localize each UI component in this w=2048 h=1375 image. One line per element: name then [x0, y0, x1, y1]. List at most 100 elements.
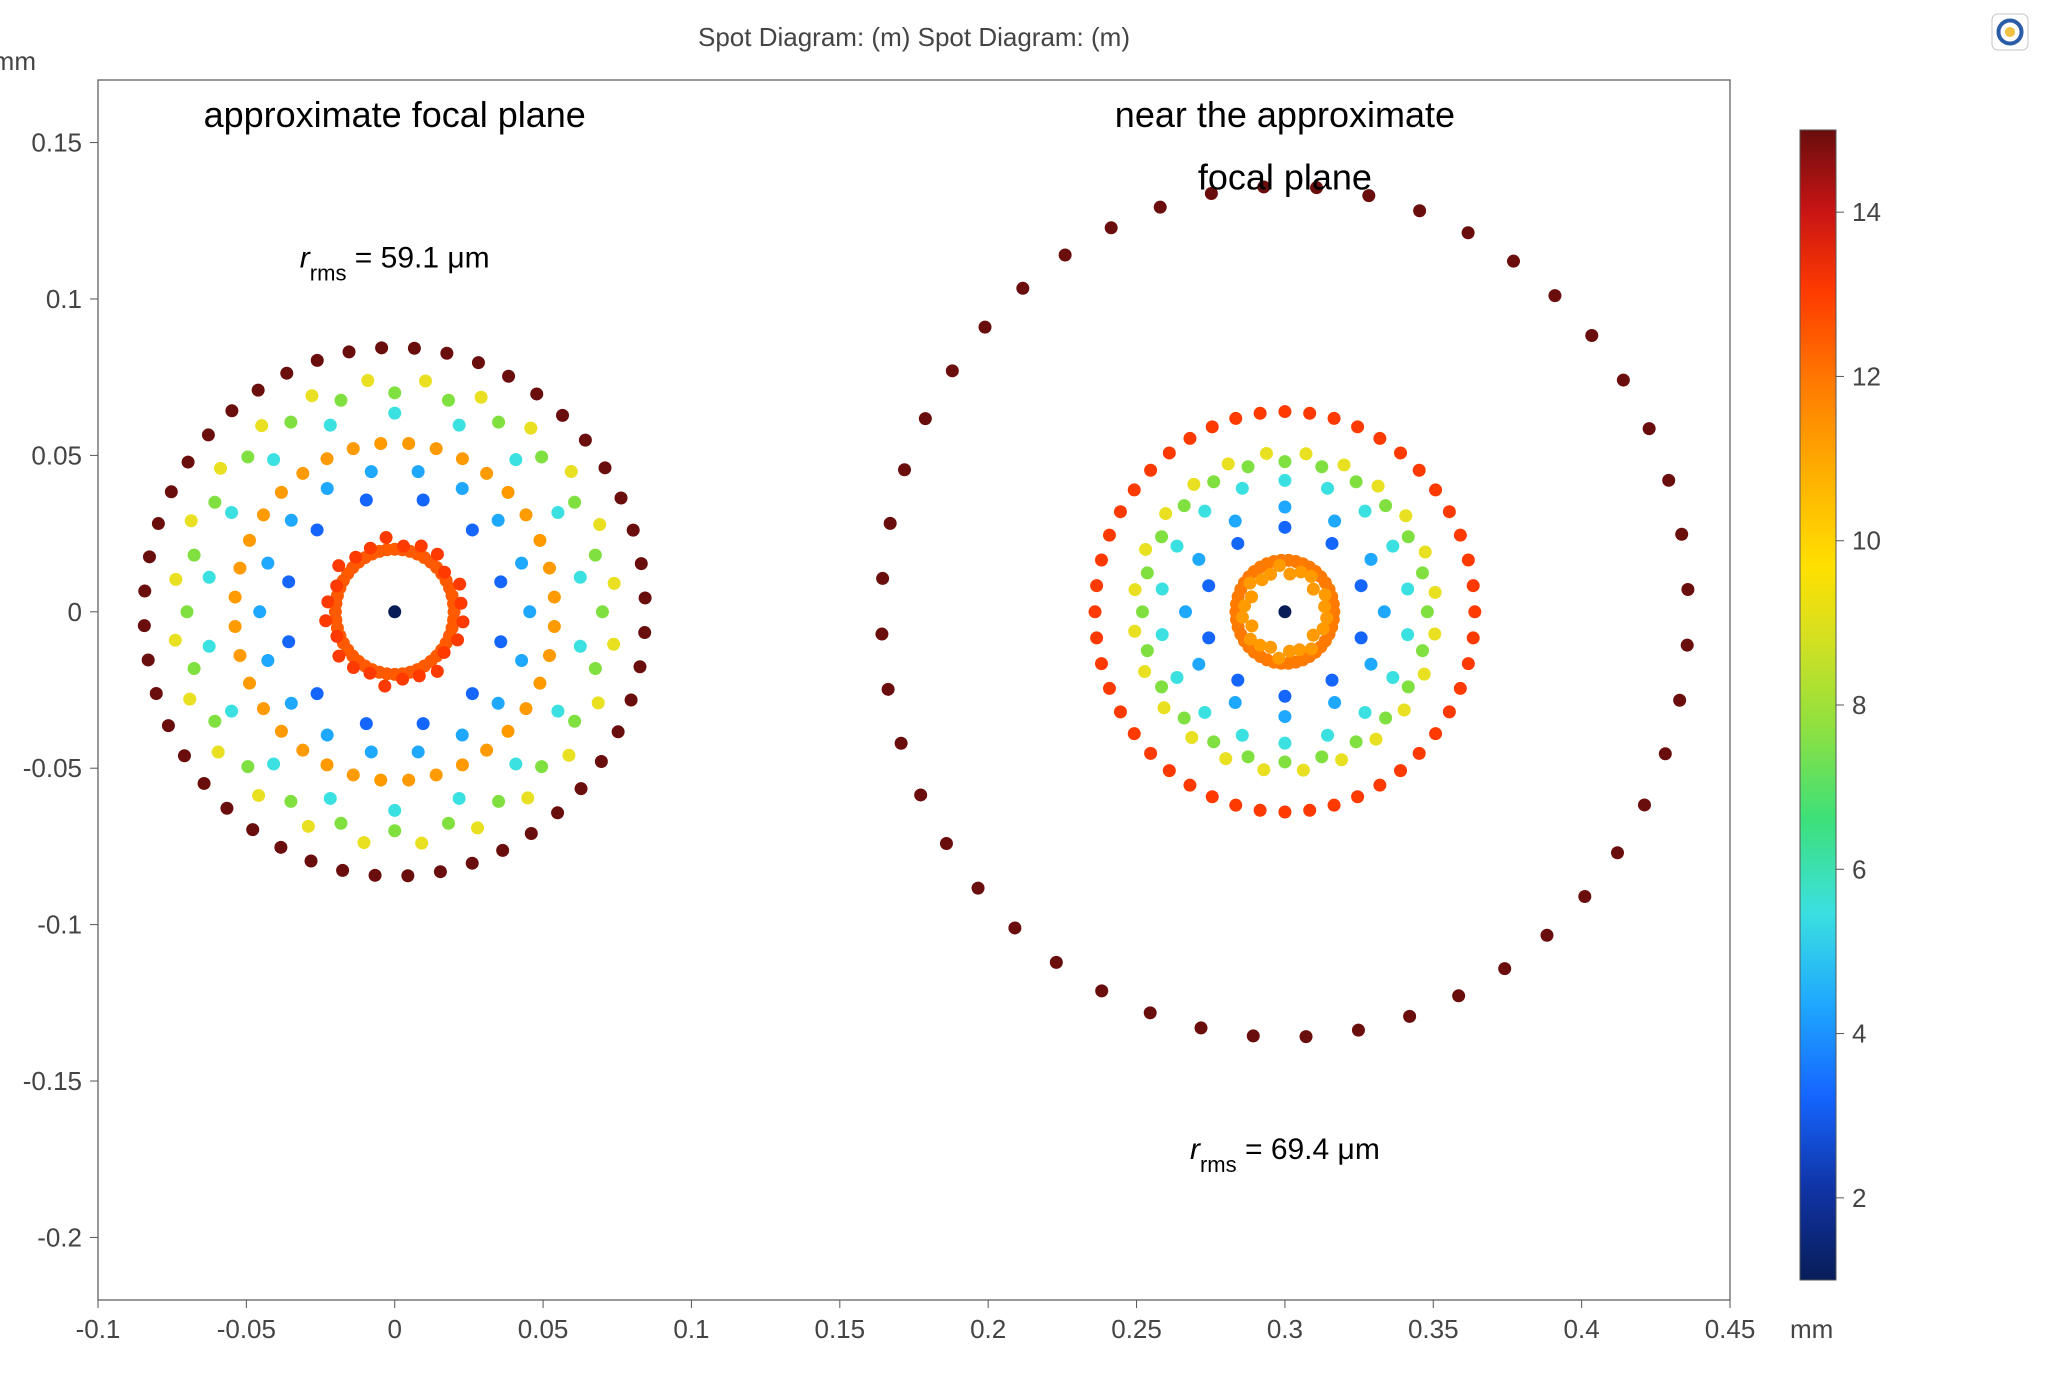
spot-marker	[324, 419, 337, 432]
spot-marker	[165, 485, 178, 498]
spot-marker	[1231, 674, 1244, 687]
spot-marker	[152, 517, 165, 530]
plot-title: Spot Diagram: (m) Spot Diagram: (m)	[698, 22, 1130, 52]
spot-marker	[492, 514, 505, 527]
spot-marker	[229, 620, 242, 633]
spot-marker	[1303, 804, 1316, 817]
spot-marker	[1278, 710, 1291, 723]
spot-marker	[198, 777, 211, 790]
spot-marker	[1278, 455, 1291, 468]
spot-marker	[1206, 790, 1219, 803]
spot-marker	[252, 384, 265, 397]
spot-marker	[1413, 747, 1426, 760]
spot-marker	[1095, 657, 1108, 670]
spot-marker	[1611, 846, 1624, 859]
x-tick-label: 0.15	[815, 1314, 866, 1344]
spot-marker	[1242, 460, 1255, 473]
spot-marker	[1170, 540, 1183, 553]
spot-marker	[378, 680, 391, 693]
spot-marker	[162, 719, 175, 732]
spot-marker	[1183, 432, 1196, 445]
spot-marker	[188, 662, 201, 675]
spot-marker	[1307, 583, 1320, 596]
spot-marker	[361, 374, 374, 387]
x-tick-label: 0.3	[1267, 1314, 1303, 1344]
spot-marker	[1462, 657, 1475, 670]
spot-marker	[1379, 499, 1392, 512]
spot-marker	[183, 693, 196, 706]
spot-marker	[1351, 790, 1364, 803]
spot-marker	[627, 524, 640, 537]
y-tick-label: -0.2	[37, 1222, 82, 1252]
spot-marker	[1421, 605, 1434, 618]
spot-marker	[492, 697, 505, 710]
spot-marker	[302, 820, 315, 833]
spot-marker	[1373, 432, 1386, 445]
spot-marker	[332, 559, 345, 572]
spot-marker	[252, 789, 265, 802]
spot-marker	[1163, 446, 1176, 459]
spot-marker	[413, 669, 426, 682]
spot-marker	[1103, 529, 1116, 542]
spot-marker	[1158, 701, 1171, 714]
spot-marker	[1681, 583, 1694, 596]
spot-marker	[607, 638, 620, 651]
spot-marker	[1183, 779, 1196, 792]
spot-marker	[417, 493, 430, 506]
spot-marker	[1179, 605, 1192, 618]
spot-marker	[388, 804, 401, 817]
spot-marker	[1305, 642, 1318, 655]
spot-marker	[1326, 674, 1339, 687]
spot-marker	[296, 467, 309, 480]
x-tick-label: -0.1	[76, 1314, 121, 1344]
spot-marker	[143, 550, 156, 563]
spot-marker	[1300, 1030, 1313, 1043]
spot-marker	[1386, 540, 1399, 553]
spot-marker	[1192, 553, 1205, 566]
spot-marker	[1089, 605, 1102, 618]
spot-marker	[1136, 605, 1149, 618]
spot-marker	[138, 585, 151, 598]
spot-marker	[388, 386, 401, 399]
spot-marker	[502, 486, 515, 499]
spot-marker	[875, 628, 888, 641]
spot-marker	[1139, 543, 1152, 556]
spot-marker	[1207, 475, 1220, 488]
colorbar-tick-label: 8	[1852, 690, 1866, 720]
spot-marker	[1321, 729, 1334, 742]
spot-marker	[324, 792, 337, 805]
spot-marker	[1454, 682, 1467, 695]
spot-marker	[898, 463, 911, 476]
spot-marker	[1299, 447, 1312, 460]
spot-marker	[1095, 984, 1108, 997]
spot-marker	[1255, 573, 1268, 586]
spot-marker	[1413, 204, 1426, 217]
spot-marker	[1659, 747, 1672, 760]
spot-marker	[1379, 711, 1392, 724]
spot-marker	[1231, 537, 1244, 550]
spot-marker	[402, 437, 415, 450]
spot-marker	[282, 575, 295, 588]
spot-marker	[1229, 696, 1242, 709]
spot-marker	[884, 517, 897, 530]
spot-marker	[496, 844, 509, 857]
spot-marker	[1429, 586, 1442, 599]
spot-marker	[360, 717, 373, 730]
spot-marker	[1413, 464, 1426, 477]
spot-marker	[1229, 412, 1242, 425]
spot-marker	[275, 725, 288, 738]
spot-marker	[1419, 546, 1432, 559]
spot-marker	[282, 635, 295, 648]
spot-marker	[1373, 779, 1386, 792]
spot-marker	[494, 575, 507, 588]
spot-marker	[243, 677, 256, 690]
spot-marker	[1372, 480, 1385, 493]
spot-marker	[1540, 929, 1553, 942]
spot-marker	[1278, 806, 1291, 819]
spot-marker	[1293, 643, 1306, 656]
spot-marker	[556, 409, 569, 422]
spot-marker	[1585, 329, 1598, 342]
spot-marker	[1222, 457, 1235, 470]
spot-marker	[543, 562, 556, 575]
spot-marker	[1369, 733, 1382, 746]
